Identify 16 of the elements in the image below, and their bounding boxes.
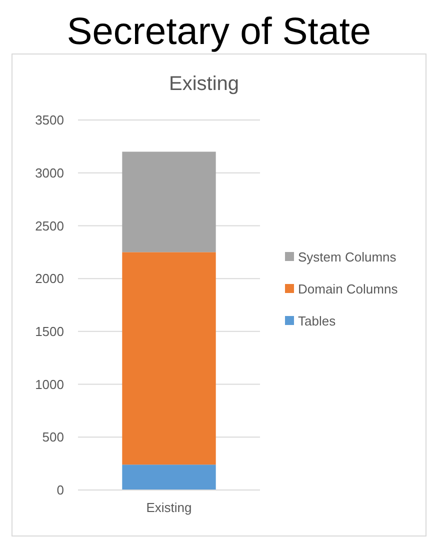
y-tick-label: 3500 xyxy=(35,112,64,128)
y-tick-label: 1000 xyxy=(35,376,64,392)
chart-title: Existing xyxy=(168,73,240,95)
y-tick-label: 2500 xyxy=(35,218,64,234)
y-tick-label: 1500 xyxy=(35,324,64,339)
bar xyxy=(122,252,216,465)
y-tick-label: 3000 xyxy=(35,165,64,180)
y-tick-label: 2000 xyxy=(35,271,64,286)
legend-label: Tables xyxy=(298,314,336,329)
text: Secretary of State xyxy=(66,11,372,53)
y-tick-label: 0 xyxy=(56,482,64,498)
legend-label: Domain Columns xyxy=(298,282,398,297)
bar xyxy=(122,464,216,490)
bar xyxy=(122,152,216,252)
legend-label: System Columns xyxy=(298,250,397,265)
y-tick-label: 500 xyxy=(42,430,64,445)
